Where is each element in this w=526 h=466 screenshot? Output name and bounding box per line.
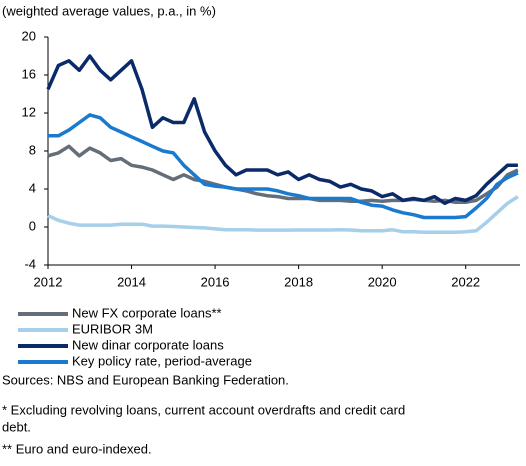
- source-note: Sources: NBS and European Banking Federa…: [2, 372, 289, 387]
- legend-label: New dinar corporate loans: [72, 337, 224, 352]
- y-tick-label: 4: [29, 180, 36, 195]
- line-series: [46, 54, 518, 206]
- line-series: [47, 195, 519, 234]
- legend-label: New FX corporate loans**: [72, 305, 222, 320]
- footnote: ** Euro and euro-indexed.: [2, 441, 152, 456]
- y-tick-label: 12: [22, 104, 36, 119]
- x-tick-label: 2012: [34, 274, 63, 289]
- legend-label: Key policy rate, period-average: [72, 353, 252, 368]
- legend-label: EURIBOR 3M: [72, 321, 153, 336]
- y-tick-label: 20: [22, 28, 36, 43]
- x-tick-label: 2022: [451, 274, 480, 289]
- y-tick-label: -4: [24, 256, 36, 271]
- y-tick-label: 8: [29, 142, 36, 157]
- x-tick-label: 2014: [117, 274, 146, 289]
- chart-title: (weighted average values, p.a., in %): [2, 3, 216, 18]
- line-series: [48, 113, 519, 220]
- y-tick-label: 0: [29, 218, 36, 233]
- x-tick-label: 2016: [201, 274, 230, 289]
- footnote: * Excluding revolving loans, current acc…: [2, 402, 405, 417]
- x-tick-label: 2018: [284, 274, 313, 289]
- x-tick-label: 2020: [368, 274, 397, 289]
- footnote: debt.: [2, 419, 31, 434]
- y-tick-label: 16: [22, 66, 36, 81]
